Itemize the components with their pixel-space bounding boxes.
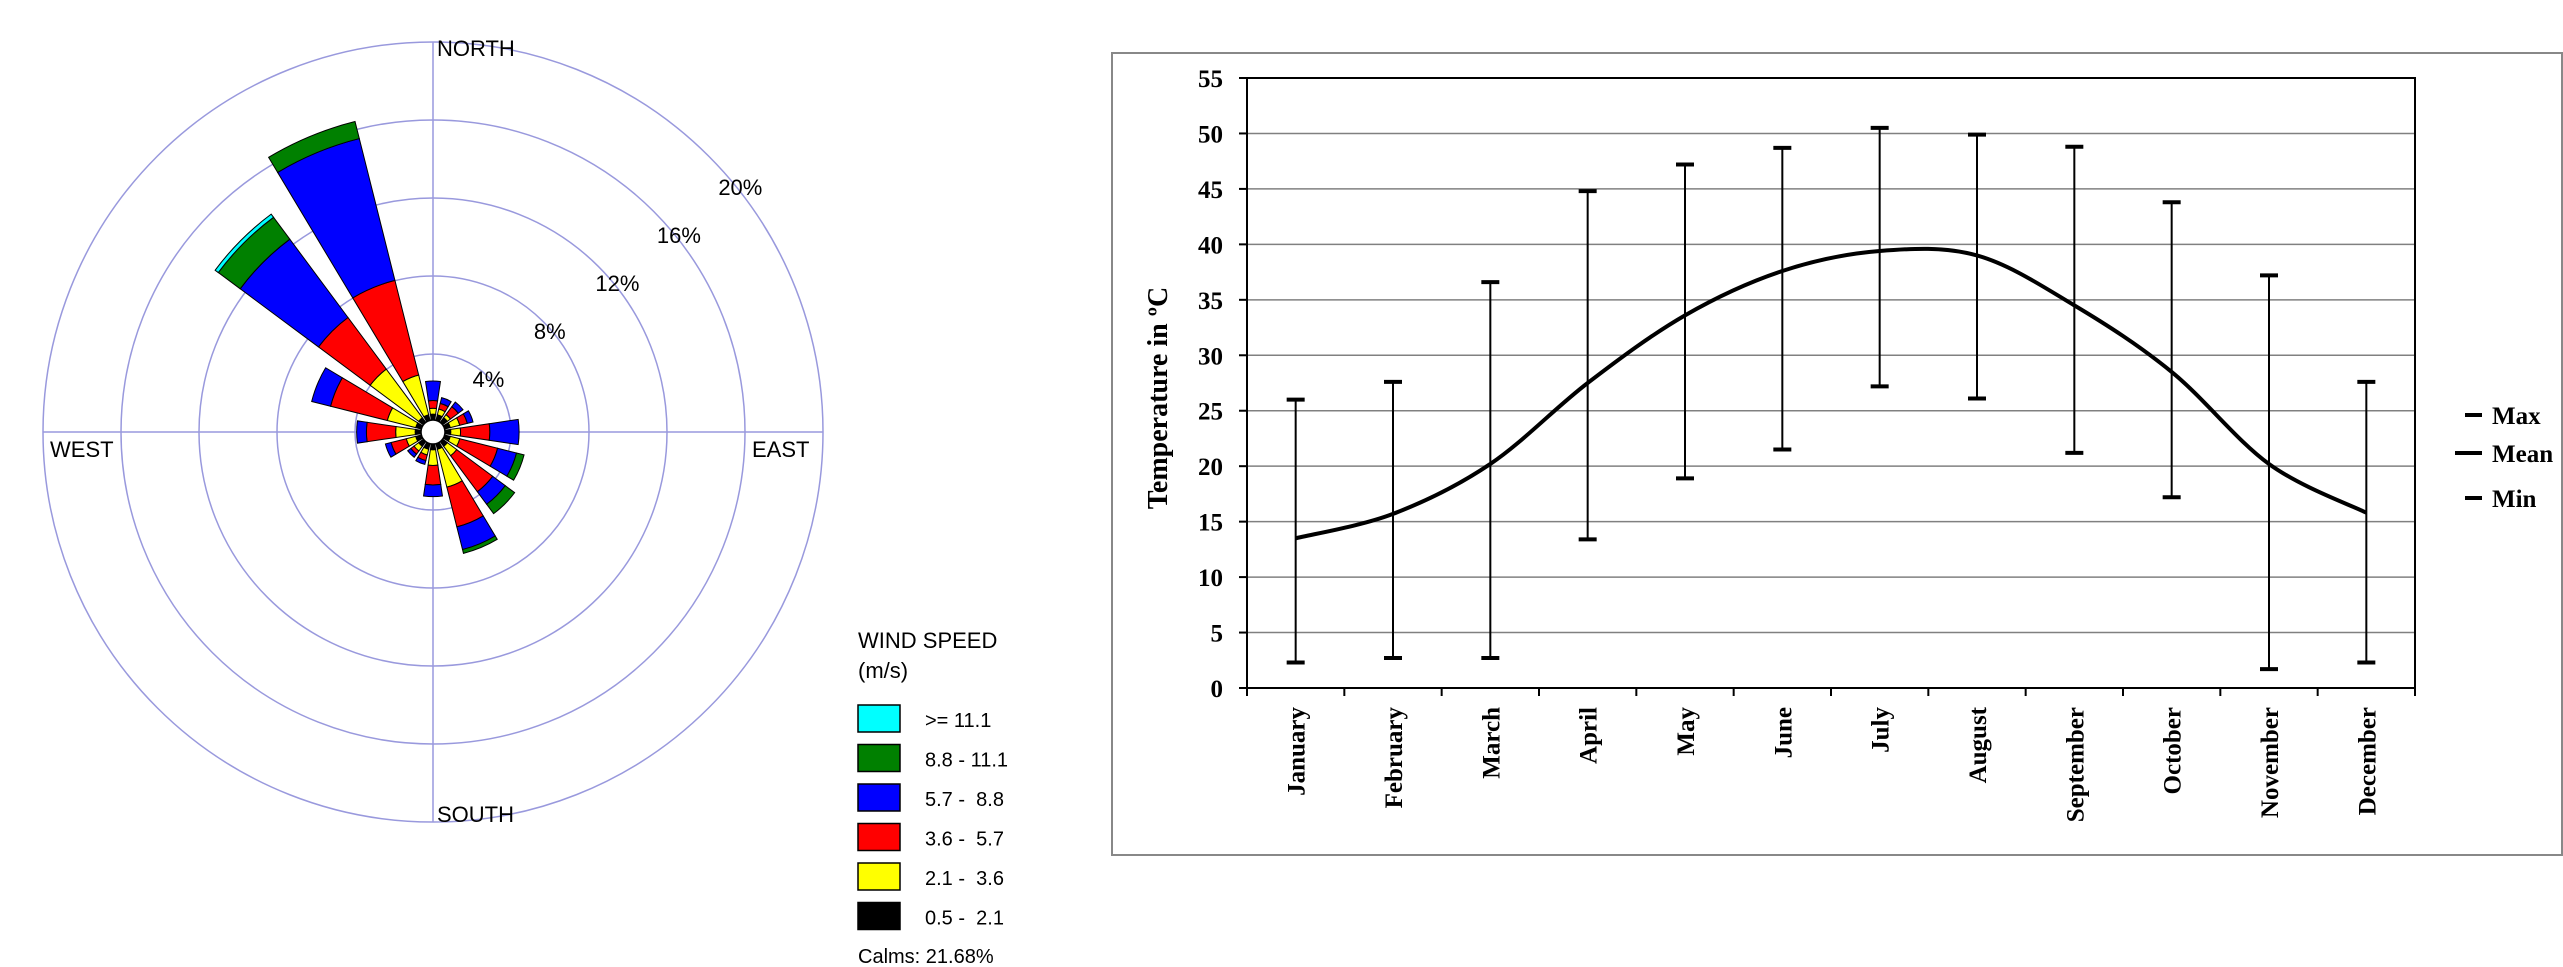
y-tick-label-45: 45 (1198, 177, 1223, 204)
x-tick-label-october: October (2160, 707, 2187, 794)
petal-segment-90-bin-3 (488, 418, 520, 446)
legend-label-2: 5.7 - 8.8 (925, 789, 1004, 811)
direction-label-west: WEST (50, 437, 114, 462)
legend-label-min: Min (2492, 486, 2537, 513)
petal-segment-247.5-bin-3 (384, 441, 397, 458)
wind-speed-legend: WIND SPEED (m/s) >= 11.1 8.8 - 11.1 5.7 - … (857, 628, 1008, 967)
radial-label-16: 16% (657, 223, 701, 248)
legend-label-5: 0.5 - 2.1 (925, 908, 1004, 930)
petal-segment-90-bin-0 (444, 428, 452, 436)
petal-segment-225-bin-3 (407, 447, 418, 458)
petal-segment-270-bin-2 (365, 421, 397, 443)
temperature-chart: 0 5 10 15 20 25 30 35 40 45 50 55 January February Ma… (1111, 52, 2563, 856)
x-tick-label-december: December (2354, 707, 2381, 815)
x-tick-label-may: May (1673, 707, 1700, 756)
legend-title-units: (m/s) (858, 658, 908, 683)
y-tick-label-0: 0 (1211, 676, 1224, 703)
y-axis-title: Temperature in ºC (1143, 287, 1174, 509)
mean-series-line (1295, 246, 2368, 541)
petal-segment-22.5-bin-3 (439, 397, 452, 408)
x-tick-label-november: November (2257, 707, 2284, 818)
petal-segment-0-bin-0 (429, 413, 437, 421)
radial-label-4: 4% (472, 367, 504, 392)
y-tick-label-50: 50 (1198, 121, 1223, 148)
radial-label-20: 20% (718, 175, 762, 200)
petal-segment-180-bin-0 (429, 443, 437, 451)
x-tick-label-april: April (1576, 707, 1603, 764)
legend-label-mean: Mean (2492, 441, 2553, 468)
petal-segment-90-bin-1 (450, 427, 462, 437)
legend-swatch-3 (857, 822, 901, 852)
y-tick-label-20: 20 (1198, 454, 1223, 481)
wind-rose-grid (42, 41, 824, 823)
petal-segment-180-bin-3 (422, 483, 444, 498)
y-tick-label-5: 5 (1211, 621, 1224, 648)
petal-segment-112.5-bin-4 (506, 452, 525, 481)
y-tick-label-55: 55 (1198, 66, 1223, 93)
max-min-error-bars (1286, 125, 2376, 672)
petal-segment-45-bin-3 (451, 401, 464, 414)
wind-rose-petals (214, 120, 525, 554)
petal-segment-202.5-bin-3 (415, 456, 427, 466)
petal-segment-337.5-bin-4 (267, 120, 360, 174)
x-tick-label-june: June (1770, 707, 1797, 758)
x-tick-label-january: January (1284, 707, 1311, 796)
petal-segment-292.5-bin-3 (311, 367, 344, 407)
x-tick-label-july: July (1868, 707, 1895, 753)
chart-frame (1111, 52, 2563, 856)
legend-label-1: 8.8 - 11.1 (925, 750, 1008, 772)
y-tick-label-15: 15 (1198, 510, 1223, 537)
petal-segment-315-bin-5 (214, 213, 275, 274)
calm-circle (420, 419, 446, 445)
legend-swatch-4 (857, 862, 901, 891)
petal-segment-180-bin-2 (424, 464, 442, 486)
x-tick-label-august: August (1965, 706, 1992, 783)
x-axis-tick-labels: January February March April May June July Augu… (1284, 706, 2382, 822)
y-tick-label-10: 10 (1198, 565, 1223, 592)
legend-label-3: 3.6 - 5.7 (925, 829, 1004, 851)
calms-label: Calms: 21.68% (858, 946, 994, 967)
legend-label-4: 2.1 - 3.6 (925, 868, 1004, 890)
petal-segment-0-bin-3 (424, 380, 442, 402)
legend-title: WIND SPEED (858, 628, 997, 653)
petal-segment-135-bin-4 (485, 484, 516, 515)
y-axis-tick-labels: 0 5 10 15 20 25 30 35 40 45 50 55 (1198, 66, 1223, 703)
temperature-legend: Max Mean Min (2455, 403, 2553, 513)
radial-label-12: 12% (595, 271, 639, 296)
legend-swatch-1 (857, 743, 901, 773)
petal-segment-0-bin-1 (428, 407, 438, 415)
wind-rose-chart: 4% 8% 12% 16% 20% NORTH EAST SOUTH WEST WIND… (42, 36, 1008, 967)
petal-segment-90-bin-2 (459, 423, 491, 441)
x-tick-label-march: March (1478, 707, 1505, 779)
legend-swatch-5 (857, 901, 901, 931)
direction-label-south: SOUTH (437, 802, 514, 827)
direction-label-east: EAST (752, 437, 809, 462)
direction-label-north: NORTH (437, 36, 515, 61)
petal-segment-0-bin-2 (427, 400, 439, 410)
y-tick-label-40: 40 (1198, 232, 1223, 259)
y-tick-label-25: 25 (1198, 399, 1223, 426)
y-tick-label-35: 35 (1198, 288, 1223, 315)
x-tick-label-february: February (1381, 707, 1408, 809)
petal-segment-67.5-bin-3 (462, 410, 474, 424)
petal-segment-157.5-bin-4 (461, 535, 498, 554)
x-tick-label-september: September (2062, 707, 2089, 822)
legend-label-0: >= 11.1 (925, 710, 991, 732)
radial-label-8: 8% (534, 319, 566, 344)
petal-segment-270-bin-3 (356, 420, 368, 444)
petal-segment-270-bin-1 (395, 425, 416, 439)
legend-label-max: Max (2492, 403, 2541, 430)
petal-segment-180-bin-1 (427, 449, 439, 466)
petal-segment-270-bin-0 (414, 428, 422, 436)
temperature-gridlines (1239, 77, 2416, 696)
legend-swatch-2 (857, 783, 901, 812)
y-tick-label-30: 30 (1198, 343, 1223, 370)
legend-swatch-0 (857, 704, 901, 733)
wind-rose-radial-labels: 4% 8% 12% 16% 20% (472, 175, 762, 392)
